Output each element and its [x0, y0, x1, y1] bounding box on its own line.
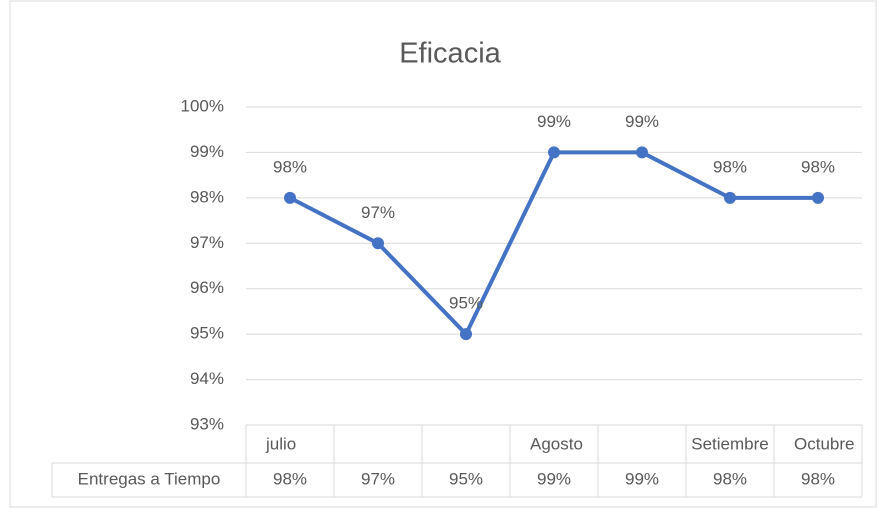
table-value: 99%	[625, 469, 659, 488]
chart-frame	[9, 0, 877, 508]
x-tick-label: Agosto	[530, 434, 583, 453]
data-label: 98%	[273, 157, 307, 176]
data-label: 97%	[361, 203, 395, 222]
chart-title: Eficacia	[399, 38, 501, 70]
data-label: 99%	[625, 112, 659, 131]
table-value: 99%	[537, 469, 571, 488]
y-tick-label: 95%	[190, 324, 224, 343]
table-value: 95%	[449, 469, 483, 488]
y-tick-label: 98%	[190, 187, 224, 206]
table-series-name: Entregas a Tiempo	[78, 469, 221, 488]
x-tick-label: Setiembre	[691, 434, 768, 453]
table-value: 97%	[361, 469, 395, 488]
data-label: 98%	[713, 157, 747, 176]
table-value: 98%	[801, 469, 835, 488]
marker	[636, 146, 648, 159]
y-tick-label: 96%	[190, 278, 224, 297]
x-tick-label: Octubre	[794, 434, 854, 453]
marker	[372, 237, 384, 250]
y-tick-label: 99%	[190, 142, 224, 161]
data-label: 95%	[449, 294, 483, 313]
x-tick-label: julio	[265, 434, 296, 453]
y-tick-label: 97%	[190, 233, 224, 252]
y-tick-label: 93%	[190, 414, 224, 433]
table-value: 98%	[273, 469, 307, 488]
marker	[724, 191, 736, 204]
y-tick-label: 100%	[181, 96, 224, 115]
data-label: 98%	[801, 157, 835, 176]
marker	[548, 146, 560, 159]
table-value: 98%	[713, 469, 747, 488]
marker	[284, 191, 296, 204]
marker	[812, 191, 824, 204]
data-label: 99%	[537, 112, 571, 131]
y-tick-label: 94%	[190, 369, 224, 388]
marker	[460, 328, 472, 341]
